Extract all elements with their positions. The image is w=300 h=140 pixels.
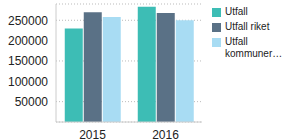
svg-text:50000: 50000 (15, 95, 49, 109)
html-text:Utfall: Utfall (225, 6, 248, 17)
html-text:Utfall riket: Utfall riket (225, 21, 270, 32)
svg-text:2016: 2016 (152, 128, 179, 140)
svg-text:250000: 250000 (8, 14, 48, 28)
svg-text:100000: 100000 (8, 75, 48, 89)
html-text:Utfall kommuner…: Utfall kommuner… (225, 36, 283, 59)
svg-text:2015: 2015 (79, 128, 106, 140)
svg-text:200000: 200000 (8, 34, 48, 48)
svg-text:150000: 150000 (8, 54, 48, 68)
